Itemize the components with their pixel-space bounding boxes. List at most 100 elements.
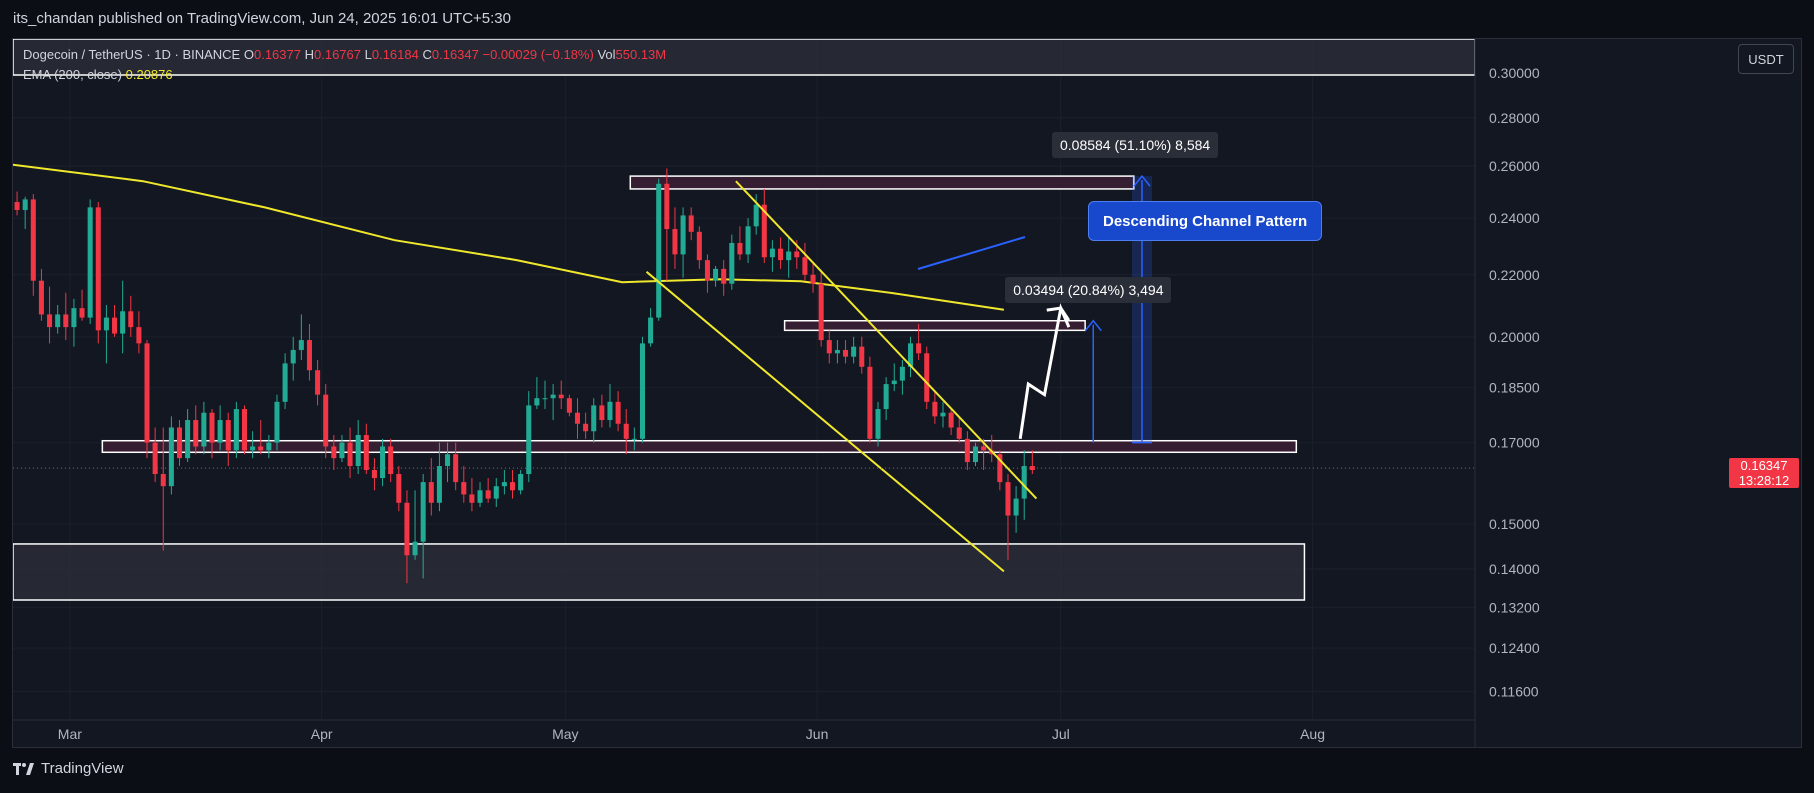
- candle: [258, 420, 264, 455]
- candle-body: [907, 343, 914, 367]
- candle-body: [241, 409, 248, 451]
- candle-body: [550, 394, 556, 399]
- candle-body: [63, 314, 69, 328]
- candle: [95, 202, 101, 344]
- candle-body: [680, 215, 686, 255]
- candle-body: [997, 454, 1003, 483]
- time-tick-label: Mar: [58, 726, 82, 742]
- publish-line: its_chandan published on TradingView.com…: [13, 10, 511, 27]
- candle: [209, 409, 215, 459]
- candle: [461, 466, 467, 503]
- candle-body: [867, 366, 873, 439]
- candle: [241, 405, 248, 455]
- candle-body: [38, 280, 44, 315]
- candle: [47, 286, 53, 344]
- candle: [916, 323, 922, 361]
- price-tick-label: 0.11600: [1489, 683, 1539, 699]
- candle-body: [956, 427, 962, 439]
- candle: [120, 280, 126, 354]
- tradingview-logo[interactable]: TradingView: [13, 760, 124, 777]
- candle: [160, 427, 166, 551]
- candle: [818, 271, 824, 347]
- candle-body: [932, 401, 938, 417]
- candle-body: [233, 409, 239, 451]
- candle: [721, 260, 727, 296]
- pattern-callout[interactable]: Descending Channel Pattern: [1088, 201, 1323, 241]
- candle: [574, 398, 581, 439]
- candle-body: [769, 248, 775, 258]
- candle: [14, 191, 20, 216]
- candle: [843, 340, 849, 364]
- candle-body: [469, 494, 475, 503]
- currency-button[interactable]: USDT: [1738, 44, 1794, 74]
- candle: [948, 409, 954, 436]
- candle-body: [323, 394, 329, 447]
- candle-body: [112, 317, 118, 334]
- candle-body: [1029, 466, 1035, 471]
- symbol-title[interactable]: Dogecoin / TetherUS · 1D · BINANCE: [23, 47, 241, 62]
- candle-body: [412, 541, 418, 556]
- candle: [997, 450, 1003, 491]
- chart-area[interactable]: 0.30000 0.28000 0.26000 0.24000 0.22000 0.200…: [12, 38, 1802, 748]
- candle-body: [1005, 482, 1011, 516]
- candle-body: [14, 202, 20, 211]
- candle-body: [729, 243, 735, 284]
- candle-body: [631, 438, 637, 440]
- candle: [713, 265, 719, 287]
- candle: [648, 308, 654, 347]
- time-tick-label: Jul: [1052, 726, 1070, 742]
- measure-label-big[interactable]: 0.08584 (51.10%) 8,584: [1051, 132, 1219, 159]
- ohlc-legend-row: Dogecoin / TetherUS · 1D · BINANCE O0.16…: [23, 45, 666, 65]
- candle: [404, 490, 410, 584]
- candle-body: [518, 474, 524, 491]
- candle: [696, 226, 702, 269]
- callout-pointer: [917, 236, 1026, 270]
- candle-body: [217, 420, 223, 443]
- candle-body: [964, 438, 970, 463]
- candle-body: [664, 183, 670, 230]
- candle-body: [713, 268, 719, 281]
- candle-body: [363, 435, 369, 471]
- candle-body: [648, 317, 654, 344]
- candle: [867, 356, 873, 443]
- candle-body: [1021, 466, 1027, 499]
- candle: [30, 194, 36, 296]
- candle-body: [388, 446, 394, 475]
- candle: [436, 442, 442, 512]
- candle: [371, 458, 377, 491]
- price-tick-label: 0.28000: [1489, 110, 1540, 126]
- open-value: 0.16377: [253, 47, 301, 62]
- candle-body: [599, 405, 605, 421]
- candle: [664, 168, 670, 281]
- ema-legend-row[interactable]: EMA (200, close) 0.20876: [23, 65, 666, 85]
- time-tick-label: Aug: [1300, 726, 1325, 742]
- price-tick-label: 0.26000: [1489, 158, 1540, 174]
- candle-body: [972, 446, 979, 463]
- candle: [493, 478, 499, 507]
- candle: [729, 234, 735, 290]
- candle: [428, 458, 434, 516]
- candle-body: [71, 308, 77, 328]
- candle-body: [225, 420, 231, 451]
- candle: [469, 478, 475, 512]
- trendline: [645, 271, 1005, 573]
- measure-label-small[interactable]: 0.03494 (20.84%) 3,494: [1005, 276, 1172, 303]
- candle: [274, 394, 280, 451]
- candlestick-chart[interactable]: 0.30000 0.28000 0.26000 0.24000 0.22000 0.200…: [13, 39, 1801, 747]
- candle-body: [737, 243, 743, 255]
- candle: [412, 490, 418, 560]
- candle-body: [445, 454, 451, 467]
- candle-body: [30, 199, 36, 281]
- candle-body: [566, 398, 572, 413]
- candle-body: [948, 412, 954, 428]
- price-tick-label: 0.12400: [1489, 640, 1540, 656]
- candle-body: [1013, 498, 1019, 516]
- price-tick-label: 0.15000: [1489, 516, 1540, 532]
- candle-body: [493, 486, 499, 499]
- tradingview-logo-icon: [13, 762, 34, 775]
- ema-value: 0.20876: [125, 67, 173, 82]
- candle: [834, 340, 840, 364]
- candle-body: [193, 420, 199, 447]
- measure-arrowhead: [1133, 174, 1151, 187]
- candle: [688, 207, 694, 241]
